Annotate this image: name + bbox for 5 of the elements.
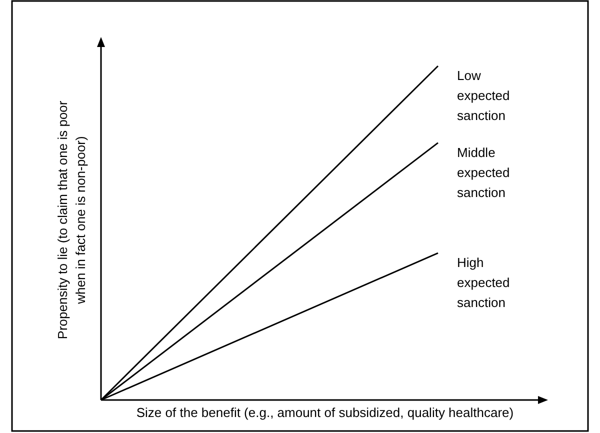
series-label: High expected sanction bbox=[457, 255, 510, 310]
series-label: Middle expected sanction bbox=[457, 144, 510, 200]
x-axis-title: Size of the benefit (e.g., amount of subsidized, quality healthcare) bbox=[136, 405, 514, 420]
series-label: Low expected sanction bbox=[457, 68, 510, 123]
y-axis-title: Propensity to lie (to claim that one is poor when in fact one is non-poor) bbox=[55, 100, 88, 340]
